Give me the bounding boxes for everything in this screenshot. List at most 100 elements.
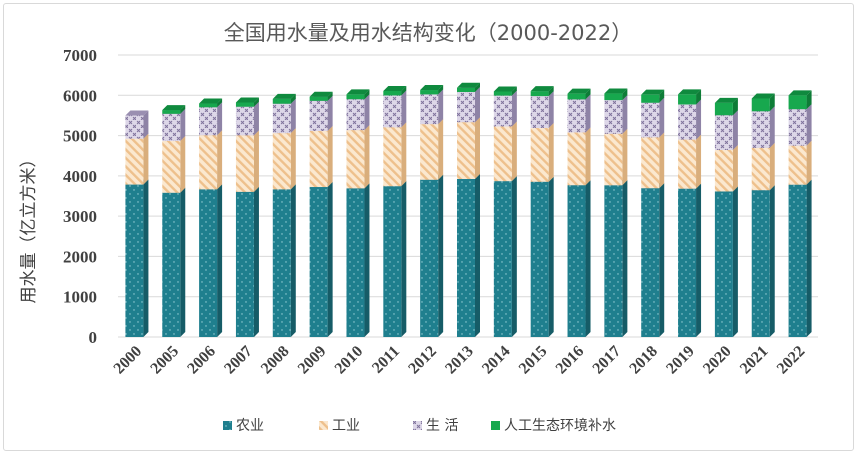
bar-top [714,97,738,103]
bar-side [180,187,186,337]
bar-front [162,113,181,142]
bar-segment [751,93,775,112]
bar-segment [272,98,296,134]
bar-segment [604,95,628,134]
bar-segment [641,132,665,189]
bar-segment [457,86,480,123]
bar-side [290,184,296,337]
y-tick-label: 6000 [63,86,97,105]
x-tick-label: 2000 [111,343,146,378]
bar-top [457,82,480,88]
bar-segment [604,88,628,101]
legend-item: 农业 [223,418,264,434]
bar-segment [125,133,149,185]
bar-side [769,93,775,112]
bar-front [383,95,402,128]
bars [125,82,812,337]
bar-front [162,110,181,114]
bar-side [585,88,591,100]
bar-segment [199,184,223,337]
x-tick-label: 2013 [442,343,477,378]
bar-segment [162,136,186,193]
bar-front [309,96,328,101]
bar-front [199,189,218,337]
bar-top [162,105,186,111]
y-tick-label: 1000 [63,288,97,307]
bar-side [732,97,738,116]
bar-front [751,190,770,337]
bar-side [769,185,775,337]
bar-segment [457,82,480,92]
bar-side [253,101,259,136]
bar-side [511,86,517,96]
bar-front [493,181,512,337]
bar-front [714,191,733,337]
bar-segment [235,97,259,107]
bar-top [272,93,296,99]
y-tick-label: 7000 [63,46,97,65]
bar-segment [493,176,517,337]
chart-title: 全国用水量及用水结构变化（2000-2022） [224,21,632,45]
bar-front [309,187,328,337]
bar-side [217,130,223,190]
bar-front [530,91,549,97]
bar-segment [788,179,812,337]
legend-swatch [491,421,500,430]
bar-top [346,89,370,95]
bar-side [475,117,480,179]
bar-front [641,137,660,189]
bar-side [659,132,665,189]
bar-side [401,122,407,187]
bar-front [678,188,697,337]
bar-segment [309,95,333,131]
bar-front [493,126,512,182]
bar-segment [678,99,702,140]
bar-front [383,186,402,337]
bar-side [659,97,665,138]
legend-swatch [413,421,422,430]
bar-segment [383,85,407,96]
bar-side [659,89,665,103]
bar-front [751,147,770,191]
bar-front [678,94,697,105]
bar-side [511,121,517,182]
y-tick-label: 0 [89,328,98,347]
bar-segment [346,125,370,189]
legend-item: 人工生态环境补水 [491,418,616,434]
bar-front [678,139,697,189]
bar-front [162,192,181,337]
legend-swatch [223,421,232,430]
bar-side [364,89,370,100]
legend-item: 生 活 [413,418,458,434]
bar-front [162,141,181,193]
bar-side [401,90,407,128]
bar-front [530,128,549,182]
bar-front [235,102,254,107]
x-tick-label: 2007 [221,343,256,378]
bar-side [475,86,480,123]
bar-segment [199,98,223,108]
bar-front [678,104,697,140]
bar-segment [493,86,517,96]
bar-side [659,183,665,337]
x-tick-label: 2022 [774,343,809,378]
bar-segment [346,89,370,100]
bar-segment [530,86,554,97]
bar-top [420,85,444,91]
bar-front [272,103,291,134]
bar-front [272,98,291,104]
bar-side [401,181,407,337]
bar-front [788,95,807,110]
bar-segment [493,121,517,182]
bar-side [475,82,480,92]
bar-side [401,85,407,96]
bar-front [788,145,807,185]
y-tick-label: 4000 [63,167,97,186]
bar-segment [530,123,554,182]
bar-segment [714,186,738,337]
bar-side [217,184,223,337]
x-tick-label: 2006 [184,343,219,378]
bar-front [641,188,660,337]
bar-segment [567,94,591,133]
